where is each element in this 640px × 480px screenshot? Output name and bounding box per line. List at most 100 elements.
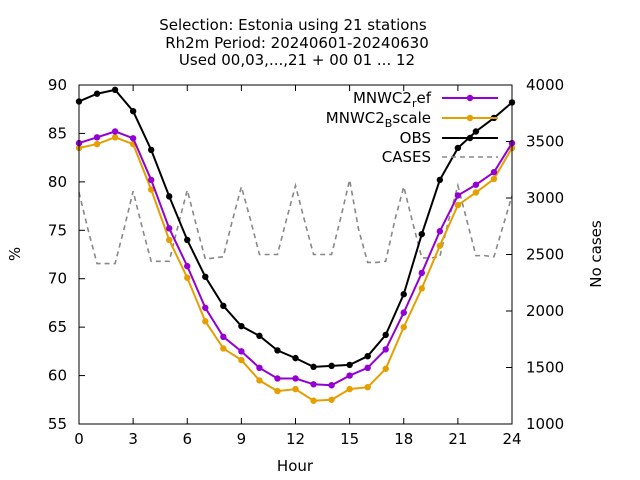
legend-label-main: MNWC2 [353, 89, 412, 107]
legend-label: MNWC2ref [353, 89, 432, 110]
series-layer [76, 87, 515, 404]
data-point [328, 397, 334, 403]
y-axis-label: % [6, 247, 24, 261]
data-point [130, 135, 136, 141]
series-mnwc2bscale [76, 134, 515, 404]
data-point [166, 193, 172, 199]
data-point [383, 346, 389, 352]
data-point [310, 381, 316, 387]
legend-label-rest: ef [416, 89, 431, 107]
data-point [220, 334, 226, 340]
y2-tick-label: 3000 [526, 189, 564, 207]
data-point [364, 353, 370, 359]
y2-tick-label: 1500 [526, 359, 564, 377]
data-point [256, 333, 262, 339]
legend-swatch-marker [467, 135, 473, 141]
data-point [419, 285, 425, 291]
data-point [256, 377, 262, 383]
data-point [473, 189, 479, 195]
series-obs [76, 87, 515, 370]
x-tick-label: 6 [182, 430, 192, 448]
data-point [292, 355, 298, 361]
data-point [166, 225, 172, 231]
legend-label: MNWC2Bscale [326, 109, 431, 130]
title-line-3: Used 00,03,...,21 + 00 01 ... 12 [179, 51, 415, 69]
data-point [473, 128, 479, 134]
data-point [473, 182, 479, 188]
y2-tick-label: 2500 [526, 246, 564, 264]
data-point [310, 364, 316, 370]
legend-entry: CASES [382, 148, 498, 166]
data-point [184, 263, 190, 269]
legend-label-main: CASES [382, 148, 431, 166]
data-point [274, 347, 280, 353]
y-tick-label: 60 [48, 367, 67, 385]
legend-label-subscript: B [385, 117, 393, 130]
x-tick-label: 21 [448, 430, 467, 448]
data-point [292, 375, 298, 381]
data-point [455, 202, 461, 208]
data-point [94, 134, 100, 140]
y2-tick-label: 2000 [526, 302, 564, 320]
y-tick-label: 90 [48, 76, 67, 94]
y2-tick-label: 3500 [526, 133, 564, 151]
x-tick-label: 24 [502, 430, 521, 448]
data-point [256, 365, 262, 371]
data-point [364, 384, 370, 390]
data-point [184, 275, 190, 281]
data-point [238, 357, 244, 363]
data-point [455, 145, 461, 151]
x-tick-label: 15 [340, 430, 359, 448]
data-point [419, 231, 425, 237]
data-point [383, 332, 389, 338]
series-cases [79, 180, 512, 264]
y-tick-label: 80 [48, 173, 67, 191]
y-tick-label: 65 [48, 318, 67, 336]
data-point [274, 388, 280, 394]
x-tick-label: 3 [128, 430, 138, 448]
data-point [437, 228, 443, 234]
legend-entry: MNWC2Bscale [326, 109, 498, 130]
data-point [220, 303, 226, 309]
data-point [455, 192, 461, 198]
data-point [94, 141, 100, 147]
data-point [346, 386, 352, 392]
data-point [220, 345, 226, 351]
data-point [202, 318, 208, 324]
legend-label-main: MNWC2 [326, 109, 385, 127]
data-point [401, 309, 407, 315]
data-point [184, 237, 190, 243]
data-point [112, 87, 118, 93]
x-tick-label: 9 [237, 430, 247, 448]
x-tick-label: 12 [286, 430, 305, 448]
data-point [491, 169, 497, 175]
data-point [364, 365, 370, 371]
y2-tick-label: 1000 [526, 415, 564, 433]
series-line [79, 180, 512, 264]
data-point [94, 91, 100, 97]
data-point [274, 375, 280, 381]
legend-label-main: OBS [400, 129, 431, 147]
data-point [112, 134, 118, 140]
data-point [148, 147, 154, 153]
y-tick-label: 85 [48, 124, 67, 142]
y2-tick-label: 4000 [526, 76, 564, 94]
ticks: 0 3 6 9 12 15 18 21 24 55 60 65 70 75 80 85 90 1000 1500 20… [48, 76, 564, 448]
legend: MNWC2refMNWC2BscaleOBSCASES [326, 89, 498, 166]
data-point [202, 274, 208, 280]
y-tick-label: 70 [48, 270, 67, 288]
data-point [112, 128, 118, 134]
data-point [130, 108, 136, 114]
data-point [401, 324, 407, 330]
chart-title: Selection: Estonia using 21 stations Rh2… [159, 16, 429, 69]
legend-label: OBS [400, 129, 431, 147]
legend-label-rest: scale [392, 109, 431, 127]
x-tick-label: 18 [394, 430, 413, 448]
data-point [202, 305, 208, 311]
legend-entry: MNWC2ref [353, 89, 498, 110]
y-tick-label: 55 [48, 415, 67, 433]
data-point [419, 270, 425, 276]
legend-entry: OBS [400, 129, 498, 147]
data-point [166, 237, 172, 243]
data-point [346, 362, 352, 368]
